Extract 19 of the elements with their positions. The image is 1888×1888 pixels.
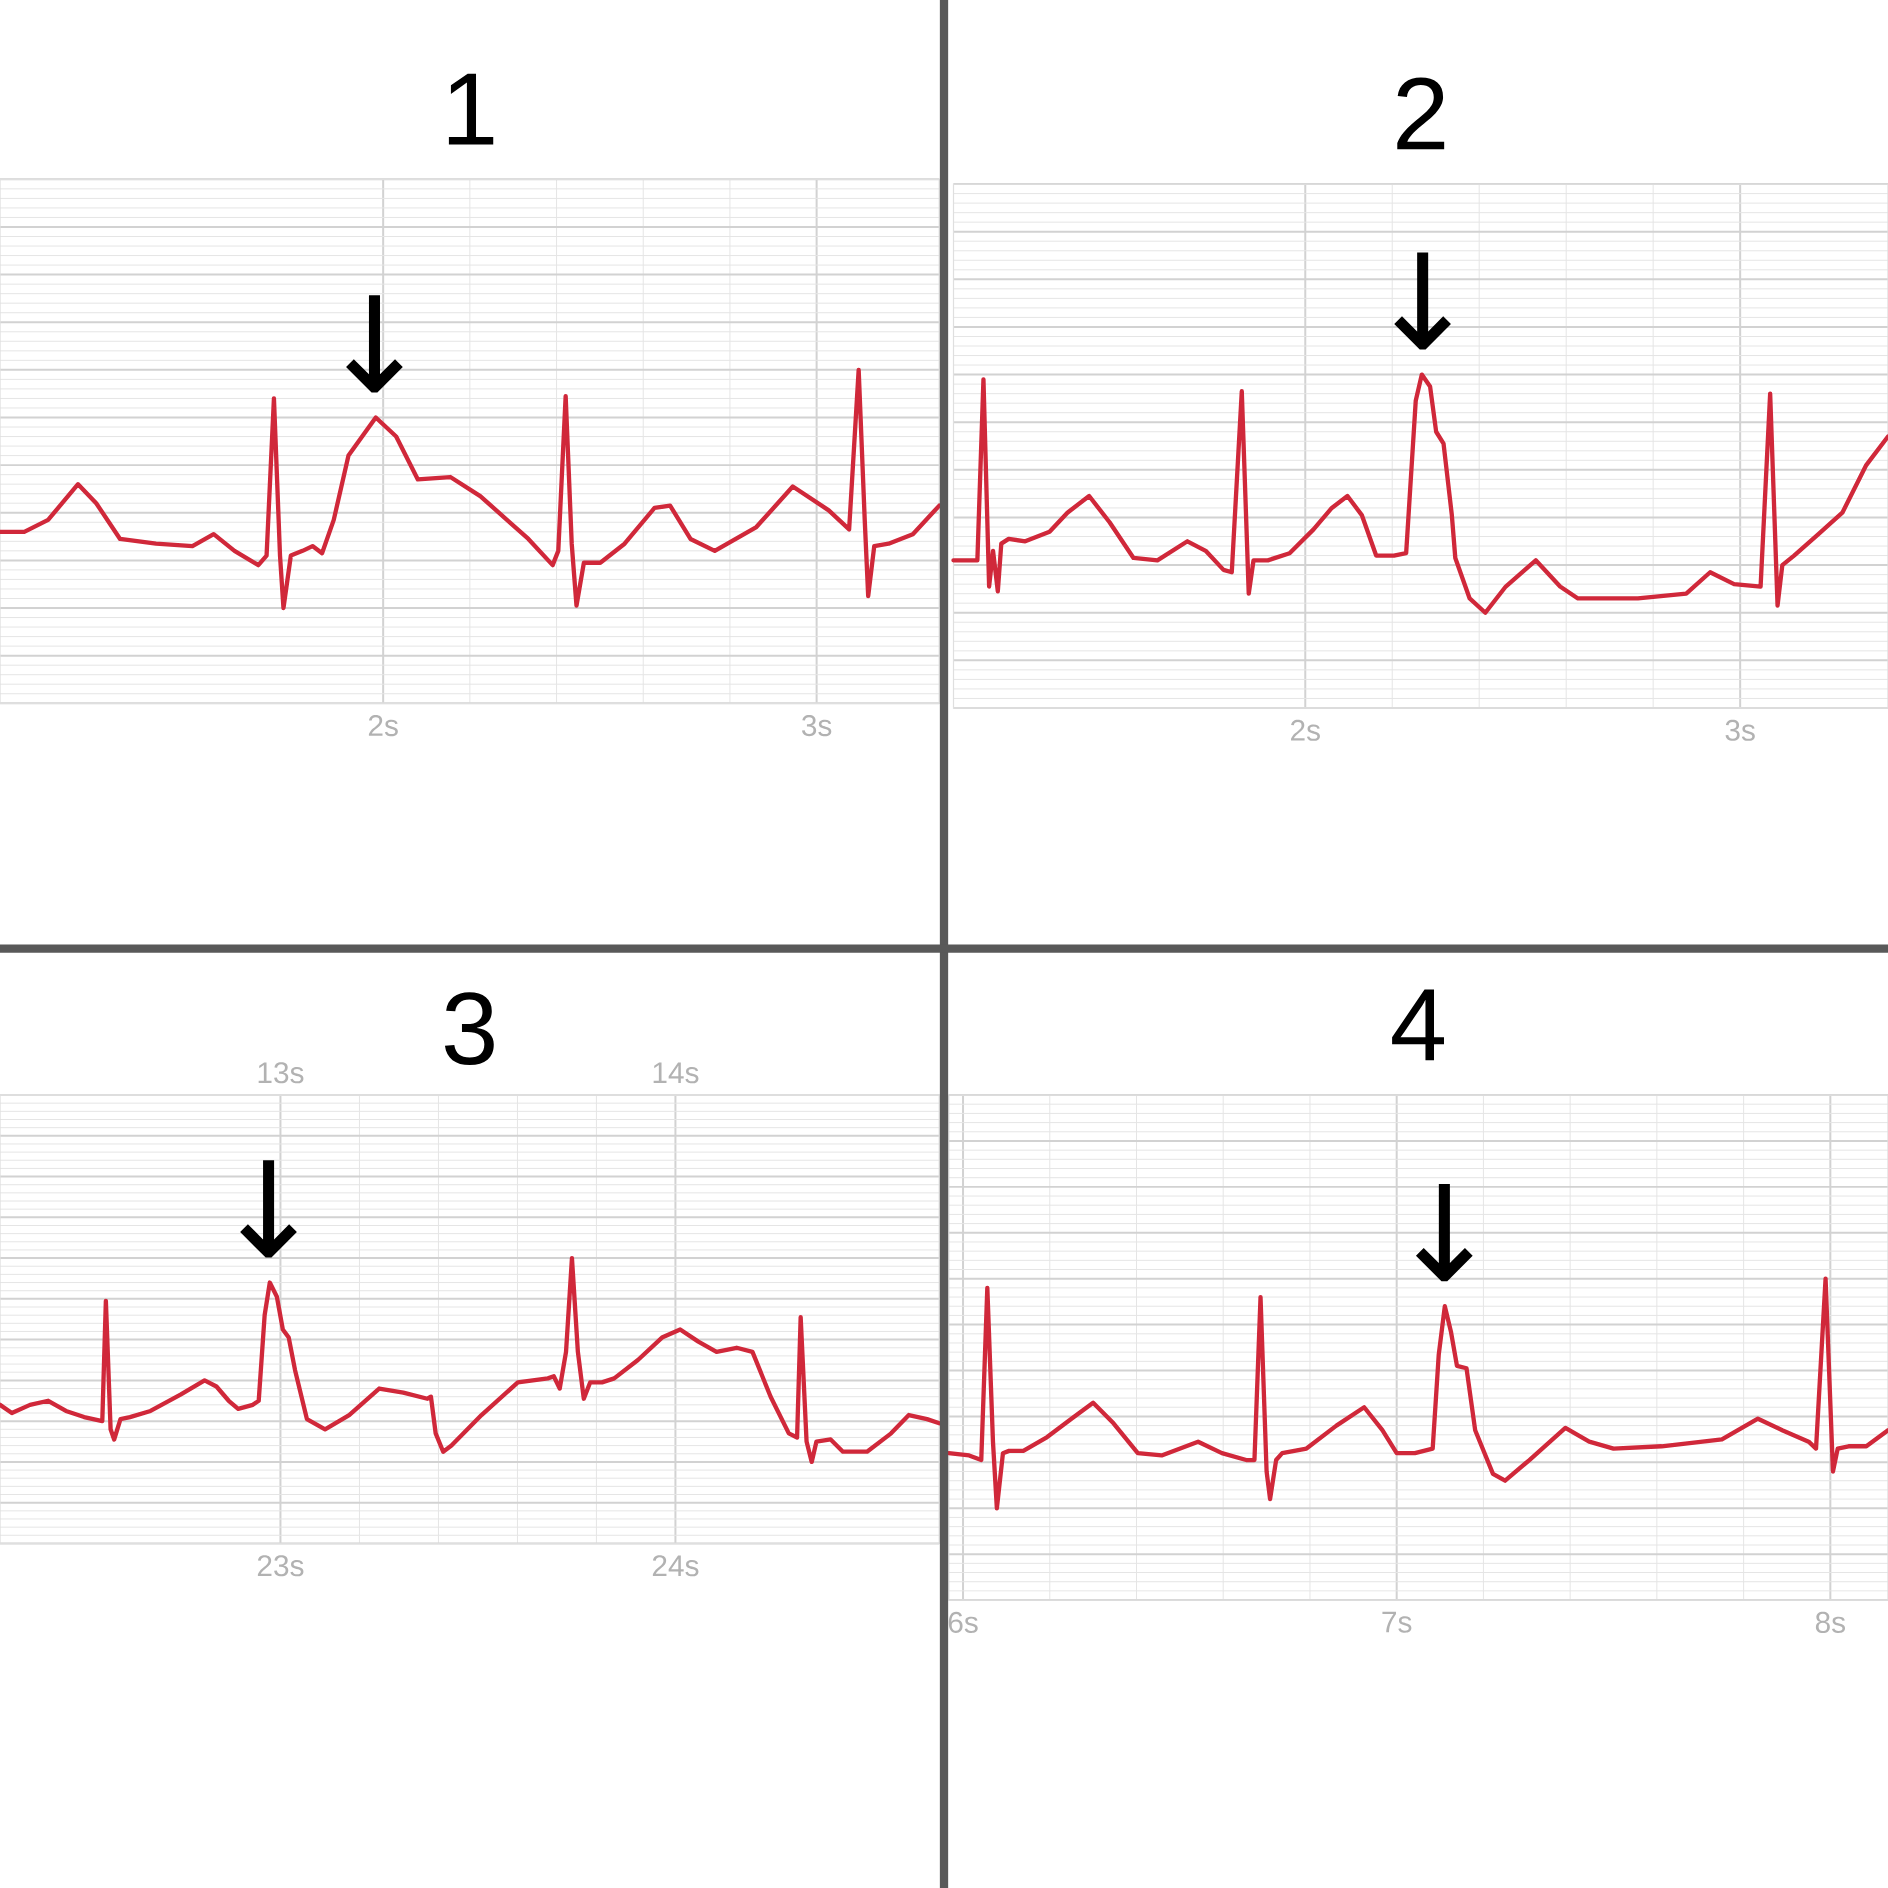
chart-title: 1 — [448, 73, 494, 145]
x-tick-label: 23s — [257, 1555, 304, 1577]
x-tick-label: 24s — [652, 1555, 699, 1577]
x-tick-label: 8s — [1815, 1611, 1846, 1633]
chart-title: 4 — [1392, 989, 1444, 1061]
chart-title: 3 — [444, 992, 494, 1066]
x2-tick-label: 13s — [258, 1062, 304, 1084]
annotation: ↓ — [1394, 252, 1451, 350]
annotation: ↓ — [346, 295, 403, 393]
x-tick-label: 2s — [368, 714, 398, 737]
x-tick-label: 2s — [1291, 719, 1320, 741]
annotation: ↓ — [240, 1160, 297, 1258]
x-tick-label: 3s — [801, 714, 832, 737]
x-tick-label: 6s — [948, 1611, 978, 1633]
annotation: ↓ — [1415, 1184, 1473, 1282]
x2-tick-label: 14s — [653, 1062, 699, 1084]
chart-title: 2 — [1397, 77, 1445, 150]
x-tick-label: 3s — [1725, 719, 1755, 741]
x-tick-label: 7s — [1382, 1611, 1412, 1633]
